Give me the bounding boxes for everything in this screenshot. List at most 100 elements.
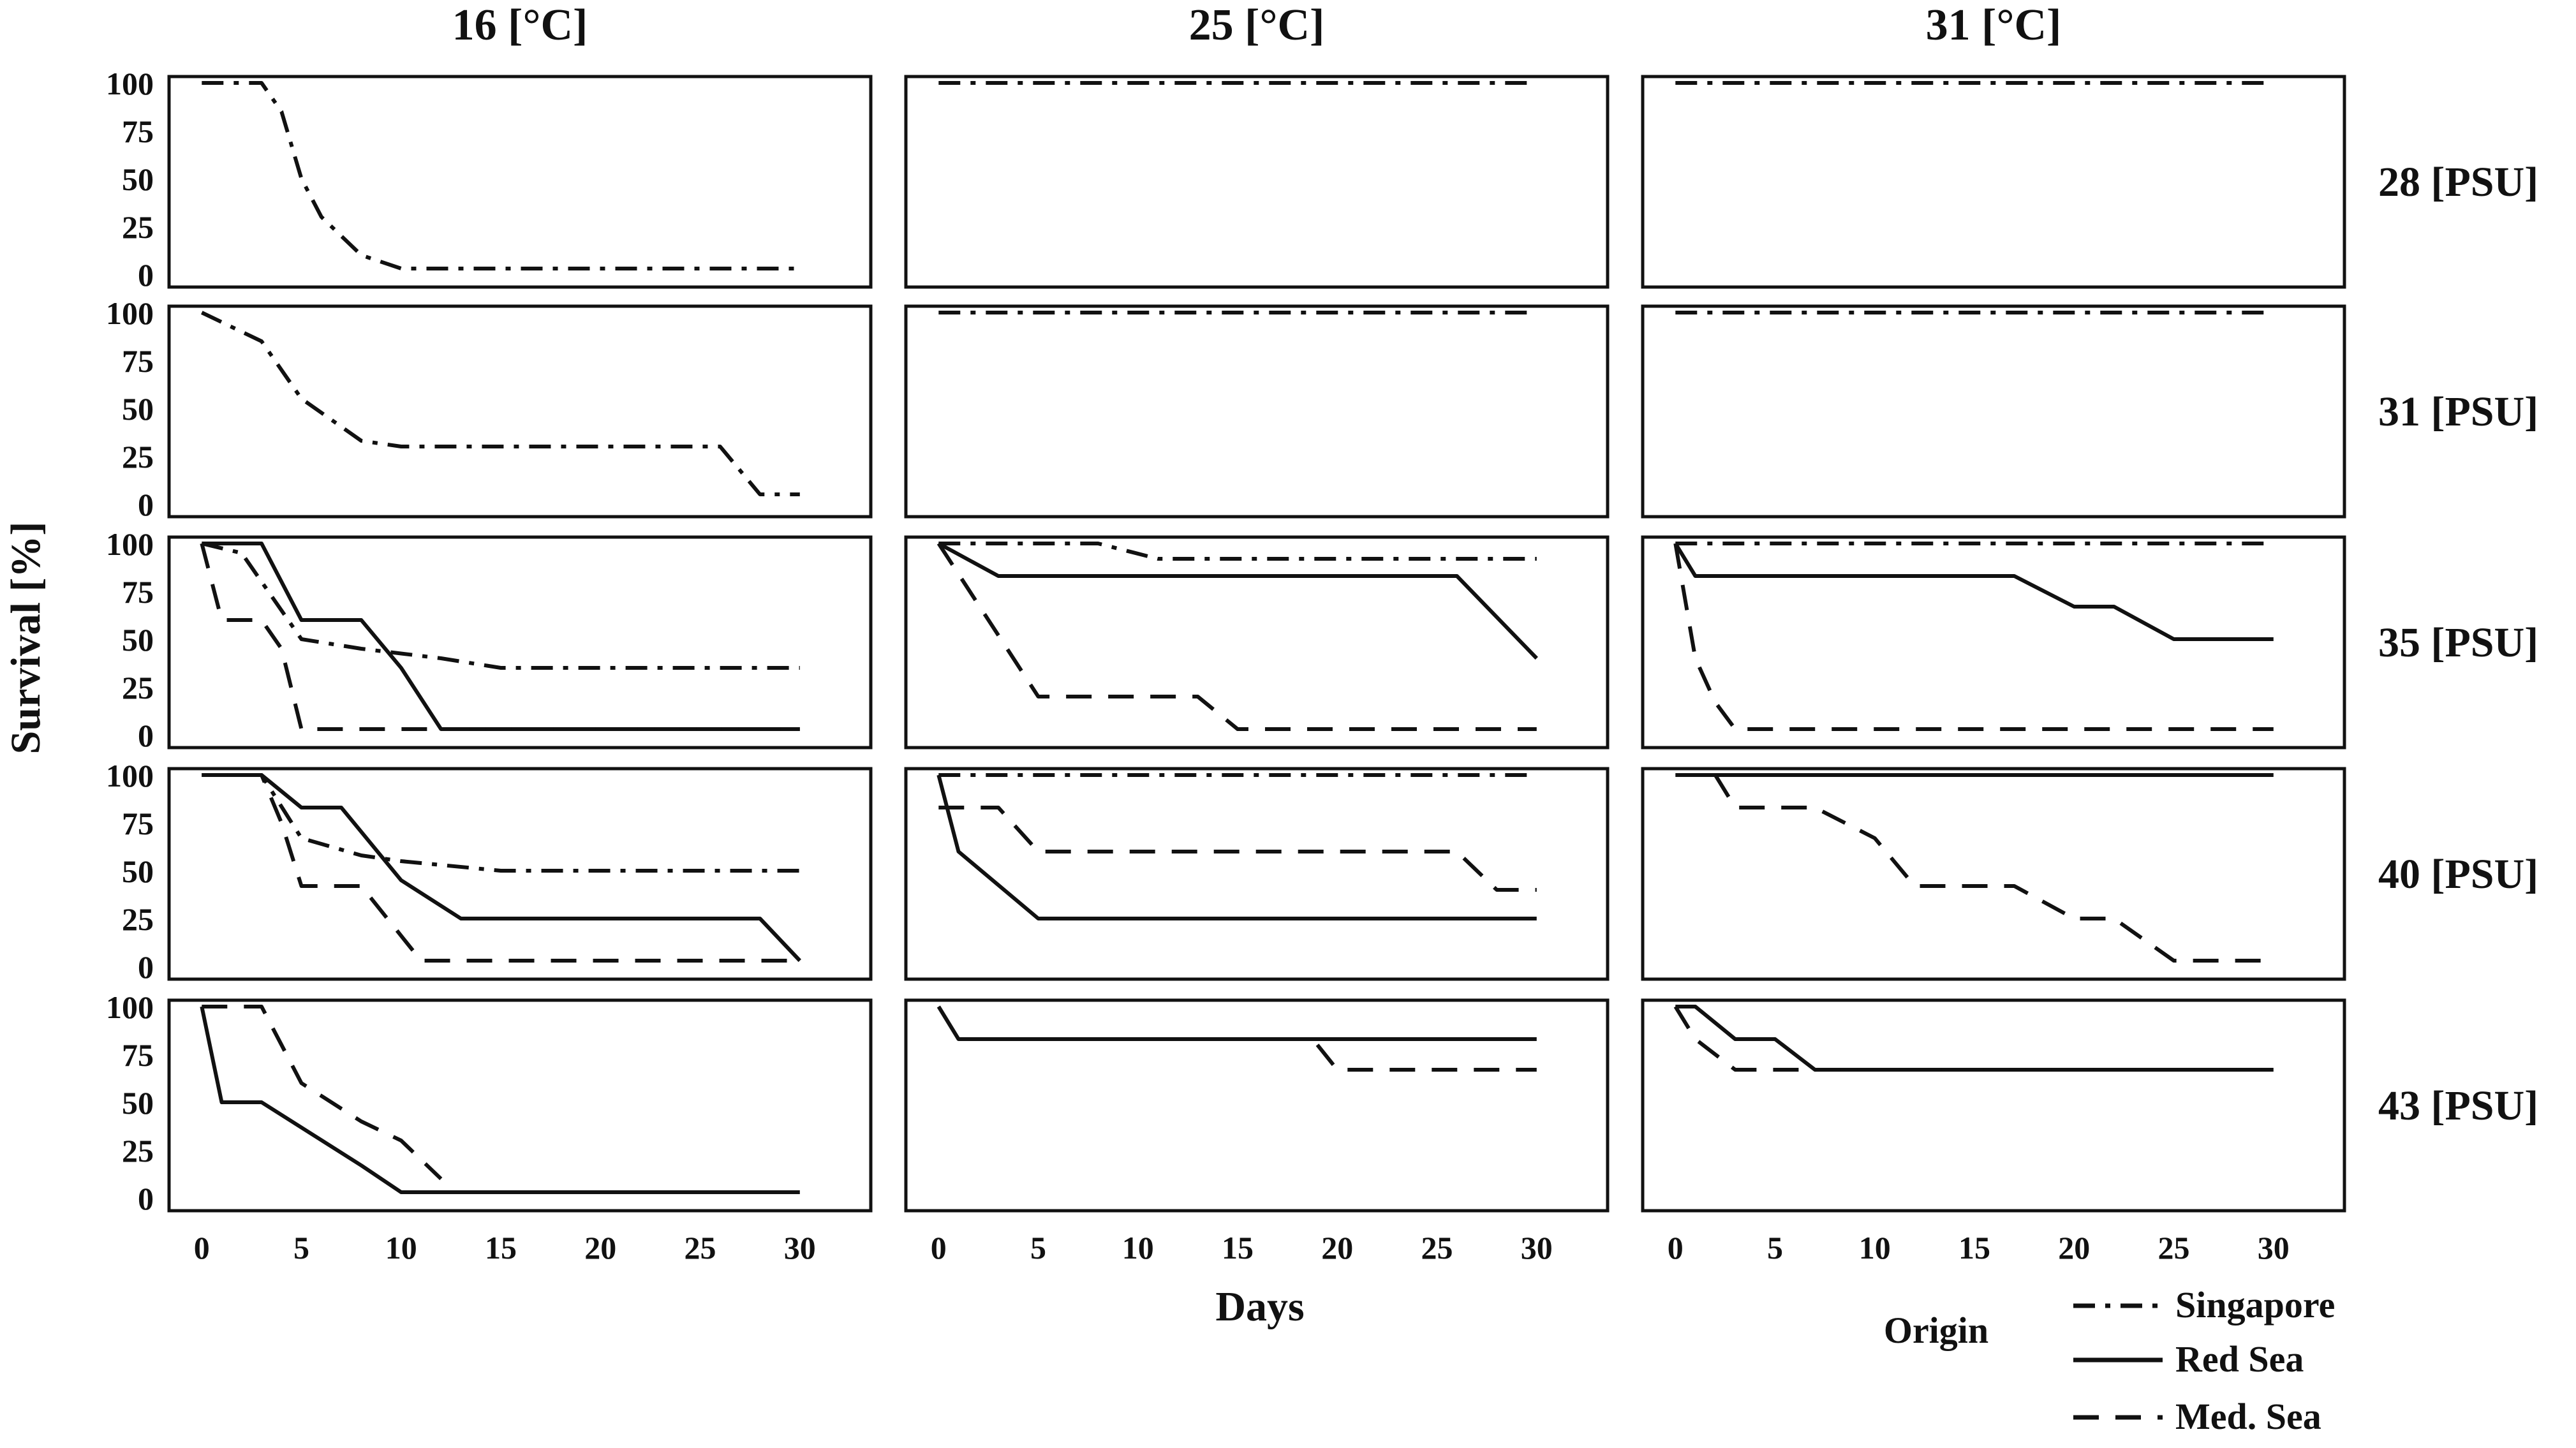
panel-frame (1641, 767, 2346, 981)
row-headers: 28 [PSU] 31 [PSU] 35 [PSU] 40 [PSU] 43 [PSU] (2378, 159, 2538, 1129)
panel-frame (904, 304, 1610, 519)
y-tick-label: 100 (106, 758, 154, 794)
panel-40-psu-31-c (1641, 767, 2346, 981)
x-tick-label: 20 (2058, 1230, 2090, 1266)
y-tick-label: 25 (122, 209, 154, 245)
x-tick-label: 20 (1321, 1230, 1353, 1266)
y-tick-label: 25 (122, 901, 154, 937)
panel-frame (904, 767, 1610, 981)
panel-grid: 0255075100025507510002550751000255075100… (106, 66, 2346, 1216)
panel-31-psu-25-c (904, 304, 1610, 519)
row-header-35-psu: 35 [PSU] (2378, 619, 2538, 666)
y-tick-label: 75 (122, 1037, 154, 1073)
panel-35-psu-16-c: 0 25 50 75 100 (106, 526, 873, 753)
x-tick-label: 0 (1668, 1230, 1684, 1266)
series-line-red-sea (200, 1006, 800, 1194)
legend: Origin Singapore Red Sea Med. Sea (1884, 1284, 2335, 1437)
y-tick-label: 100 (106, 66, 154, 101)
x-tick-label: 5 (293, 1230, 309, 1266)
x-tick-label: 25 (685, 1230, 716, 1266)
panel-frame (904, 998, 1610, 1213)
series-line-med-sea (938, 806, 1537, 892)
series-line-med-sea (1315, 1044, 1537, 1072)
panel-35-psu-31-c (1641, 535, 2346, 750)
legend-label-medsea: Med. Sea (2175, 1396, 2321, 1437)
column-header-31-c: 31 [°C] (1926, 1, 2062, 50)
series-line-singapore (201, 311, 800, 496)
y-tick-label: 0 (138, 487, 154, 522)
x-tick-label: 0 (931, 1230, 947, 1266)
panel-frame (167, 75, 873, 289)
x-tick-label: 20 (584, 1230, 616, 1266)
panel-28-psu-25-c (904, 75, 1610, 289)
panel-frame (1641, 998, 2346, 1213)
series-line-med-sea (1714, 774, 2274, 963)
x-tick-label: 30 (2258, 1230, 2290, 1266)
panel-frame (167, 304, 873, 519)
series-line-singapore (202, 773, 800, 873)
legend-entries: Singapore Red Sea Med. Sea (2073, 1284, 2335, 1437)
series-line-med-sea (200, 543, 800, 731)
row-header-40-psu: 40 [PSU] (2378, 851, 2538, 898)
column-header-16-c: 16 [°C] (452, 1, 588, 50)
panel-frame (167, 998, 873, 1213)
y-tick-label: 0 (138, 949, 154, 985)
x-tick-label: 5 (1767, 1230, 1783, 1266)
panel-35-psu-25-c (904, 535, 1610, 750)
legend-label-redsea: Red Sea (2175, 1338, 2304, 1380)
legend-title: Origin (1884, 1310, 1988, 1351)
x-tick-label: 15 (1222, 1230, 1254, 1266)
panel-40-psu-16-c: 0 25 50 75 100 (106, 758, 873, 985)
y-tick-label: 100 (106, 295, 154, 331)
panel-31-psu-31-c (1641, 304, 2346, 519)
y-tick-label: 100 (106, 526, 154, 562)
y-tick-label: 50 (122, 622, 154, 658)
panel-frame (167, 535, 873, 750)
series-line-red-sea (936, 1005, 1537, 1041)
x-tick-label: 30 (1521, 1230, 1553, 1266)
series-line-singapore (202, 81, 800, 270)
y-tick-label: 75 (122, 343, 154, 379)
panel-40-psu-25-c (904, 767, 1610, 981)
x-tick-labels: 0 5 10 15 20 25 30 0 5 10 15 20 25 30 0 5 10 15 20 25 30 (194, 1230, 2290, 1266)
panel-frame (1641, 75, 2346, 289)
x-tick-label: 25 (1421, 1230, 1453, 1266)
panel-frame (167, 767, 873, 981)
row-header-28-psu: 28 [PSU] (2378, 159, 2538, 205)
series-line-red-sea (937, 542, 1538, 660)
panel-43-psu-25-c (904, 998, 1610, 1213)
x-tick-label: 15 (485, 1230, 517, 1266)
y-tick-label: 25 (122, 670, 154, 706)
row-header-43-psu: 43 [PSU] (2378, 1082, 2538, 1129)
legend-label-singapore: Singapore (2175, 1284, 2335, 1326)
panel-43-psu-31-c (1641, 998, 2346, 1213)
x-tick-label: 10 (385, 1230, 417, 1266)
x-tick-label: 0 (194, 1230, 210, 1266)
x-tick-label: 10 (1122, 1230, 1154, 1266)
y-tick-label: 50 (122, 391, 154, 427)
panel-frame (904, 75, 1610, 289)
y-tick-label: 0 (138, 718, 154, 753)
panel-31-psu-16-c: 0 25 50 75 100 (106, 295, 873, 522)
panel-frame (904, 535, 1610, 750)
x-tick-label: 10 (1859, 1230, 1891, 1266)
y-tick-label: 75 (122, 574, 154, 610)
y-tick-label: 75 (122, 114, 154, 149)
y-tick-label: 25 (122, 439, 154, 475)
y-tick-label: 75 (122, 806, 154, 841)
series-line-red-sea (202, 773, 801, 963)
panel-28-psu-31-c (1641, 75, 2346, 289)
x-axis-label: Days (1215, 1283, 1304, 1330)
panel-frame (1641, 304, 2346, 519)
series-line-med-sea (202, 1005, 443, 1181)
series-line-singapore (201, 542, 800, 670)
series-line-red-sea (936, 774, 1537, 920)
y-tick-label: 25 (122, 1133, 154, 1169)
row-header-31-psu: 31 [PSU] (2378, 388, 2538, 435)
x-tick-label: 15 (1958, 1230, 1990, 1266)
x-tick-label: 5 (1030, 1230, 1046, 1266)
y-tick-label: 100 (106, 989, 154, 1025)
y-tick-label: 50 (122, 1085, 154, 1121)
x-tick-label: 25 (2158, 1230, 2190, 1266)
